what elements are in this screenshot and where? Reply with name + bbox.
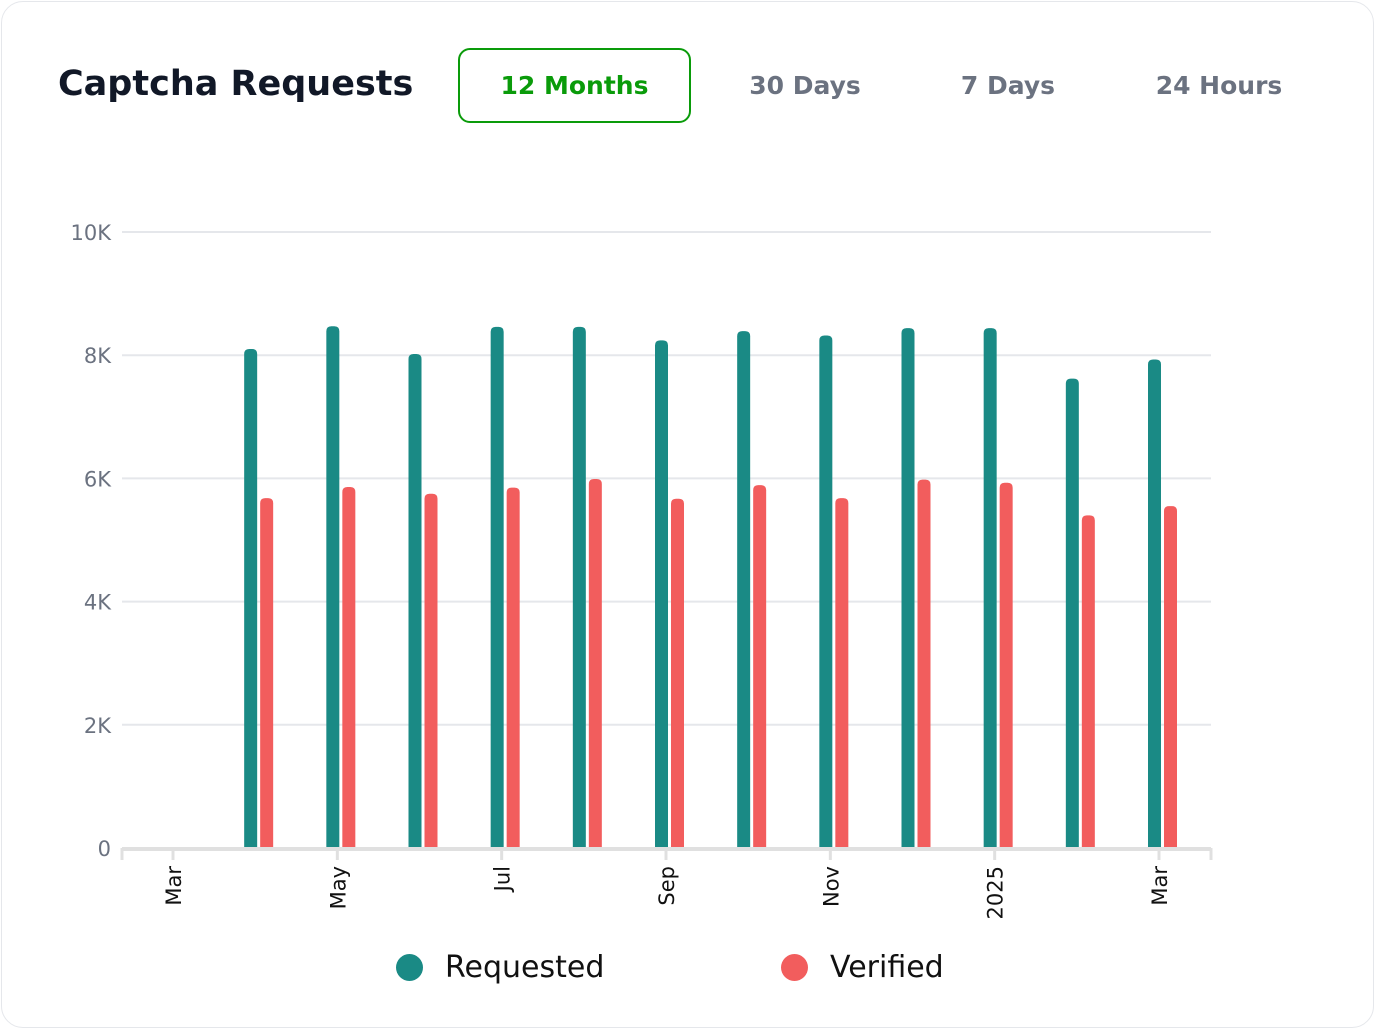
bar-requested xyxy=(244,349,258,848)
bar-verified xyxy=(506,487,520,848)
x-tick-label: Mar xyxy=(162,866,186,906)
bar-requested xyxy=(1065,378,1079,848)
legend-dot-requested xyxy=(396,954,423,981)
bar-requested xyxy=(1148,359,1161,848)
bar-verified xyxy=(1081,515,1095,848)
bar-requested xyxy=(490,326,504,848)
bar-verified xyxy=(342,487,356,848)
tab-24-hours[interactable]: 24 Hours xyxy=(1155,71,1283,100)
bar-verified xyxy=(588,479,602,848)
bar-requested xyxy=(655,340,668,848)
x-tick-label: Nov xyxy=(819,866,843,907)
y-tick-label: 6K xyxy=(84,467,112,491)
chart-legend: Requested Verified xyxy=(0,950,1377,994)
bar-requested xyxy=(572,326,586,848)
legend-item-requested[interactable]: Requested xyxy=(396,950,604,985)
x-tick-label: May xyxy=(326,866,350,909)
x-tick-label: Sep xyxy=(655,866,679,906)
bar-verified xyxy=(835,498,849,848)
bar-requested xyxy=(326,326,340,848)
bar-verified xyxy=(424,493,438,848)
bar-requested xyxy=(737,331,751,848)
legend-label-verified: Verified xyxy=(830,950,944,985)
bar-requested xyxy=(819,335,833,848)
bar-requested xyxy=(983,328,997,848)
y-tick-label: 8K xyxy=(84,344,112,368)
bar-verified xyxy=(671,498,684,848)
x-tick-label: 2025 xyxy=(984,866,1008,919)
y-tick-label: 2K xyxy=(84,714,112,738)
x-tick-label: Mar xyxy=(1148,866,1172,906)
chart-title: Captcha Requests xyxy=(58,64,414,104)
bar-verified xyxy=(999,482,1013,848)
tab-12-months[interactable]: 12 Months xyxy=(458,48,691,123)
x-tick-label: Jul xyxy=(491,866,515,893)
bar-verified xyxy=(753,485,767,848)
legend-item-verified[interactable]: Verified xyxy=(781,950,944,985)
bar-requested xyxy=(901,328,915,848)
bar-verified xyxy=(917,479,931,848)
legend-dot-verified xyxy=(781,954,808,981)
legend-label-requested: Requested xyxy=(445,950,605,985)
bar-requested xyxy=(408,353,422,848)
bar-verified xyxy=(1164,506,1177,848)
y-tick-label: 10K xyxy=(71,221,113,245)
tab-30-days[interactable]: 30 Days xyxy=(749,71,861,100)
y-tick-label: 0 xyxy=(98,837,111,861)
tab-7-days[interactable]: 7 Days xyxy=(960,71,1056,100)
y-tick-label: 4K xyxy=(84,591,112,615)
bar-verified xyxy=(260,498,274,848)
